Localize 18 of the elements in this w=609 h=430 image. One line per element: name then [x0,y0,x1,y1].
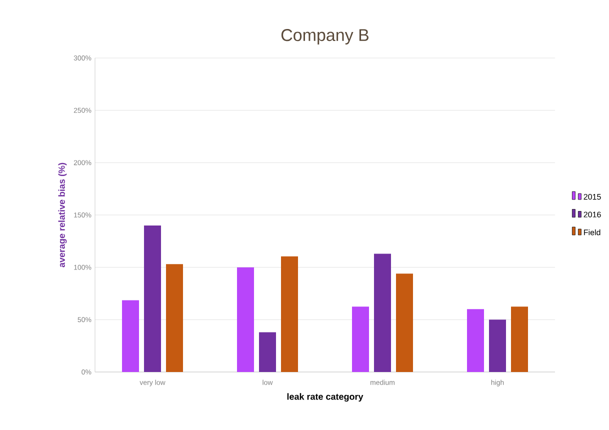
bar [374,254,392,372]
bar [144,225,162,372]
bar [352,306,370,372]
legend-label: 2016 [584,212,601,218]
chart-title: Company B [281,29,368,44]
bar [281,256,298,372]
bar [396,274,414,372]
legend-label: 2015 [584,194,601,200]
bar [259,332,276,372]
bar [511,306,528,372]
bar [489,320,506,372]
bar [122,300,140,372]
x-axis-title: leak rate category [287,393,364,402]
bar [237,267,254,372]
bar [166,264,184,372]
bar [467,309,484,372]
legend-label: Field [584,229,600,236]
y-axis-title: average relative bias (%) [58,162,67,268]
